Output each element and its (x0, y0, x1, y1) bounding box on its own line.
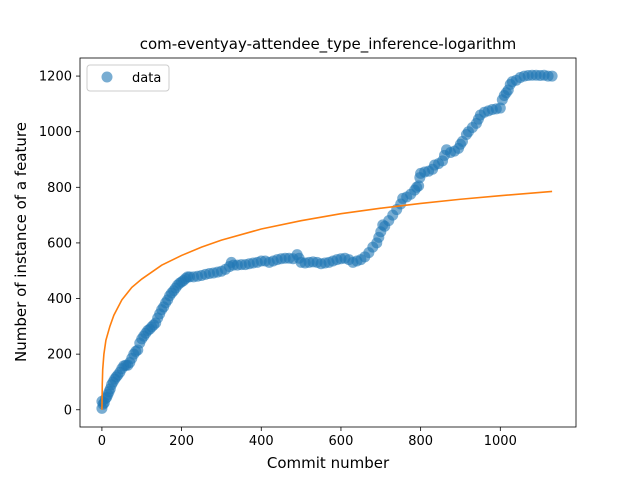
x-tick-label: 600 (329, 434, 354, 449)
axes-frame (79, 57, 577, 428)
legend-label: data (132, 71, 161, 86)
x-tick-label: 1000 (484, 434, 517, 449)
data-point (546, 70, 558, 82)
y-tick-label: 800 (47, 181, 72, 196)
y-tick-label: 600 (47, 236, 72, 251)
legend: data (86, 64, 170, 92)
y-tick-label: 1000 (39, 125, 72, 140)
y-tick-label: 0 (64, 403, 72, 418)
y-tick-label: 400 (47, 292, 72, 307)
x-tick-label: 0 (98, 434, 106, 449)
fit-line (101, 190, 553, 410)
data-point (494, 102, 506, 114)
data-series (96, 69, 558, 414)
y-tick-label: 1200 (39, 70, 72, 85)
x-tick-label: 400 (249, 434, 274, 449)
chart-title: com-eventyay-attendee_type_inference-log… (140, 35, 516, 54)
x-tick-label: 200 (169, 434, 194, 449)
legend-box (86, 64, 170, 92)
legend-marker (101, 71, 113, 83)
y-axis-label: Number of instance of a feature (12, 122, 30, 362)
x-tick-label: 800 (408, 434, 433, 449)
x-axis-label: Commit number (267, 454, 390, 472)
plot-area: 0 200 400 600 800 1000 0 200 400 600 800 1000 1200 (39, 57, 577, 449)
y-tick-label: 200 (47, 348, 72, 363)
data-point (413, 180, 425, 192)
